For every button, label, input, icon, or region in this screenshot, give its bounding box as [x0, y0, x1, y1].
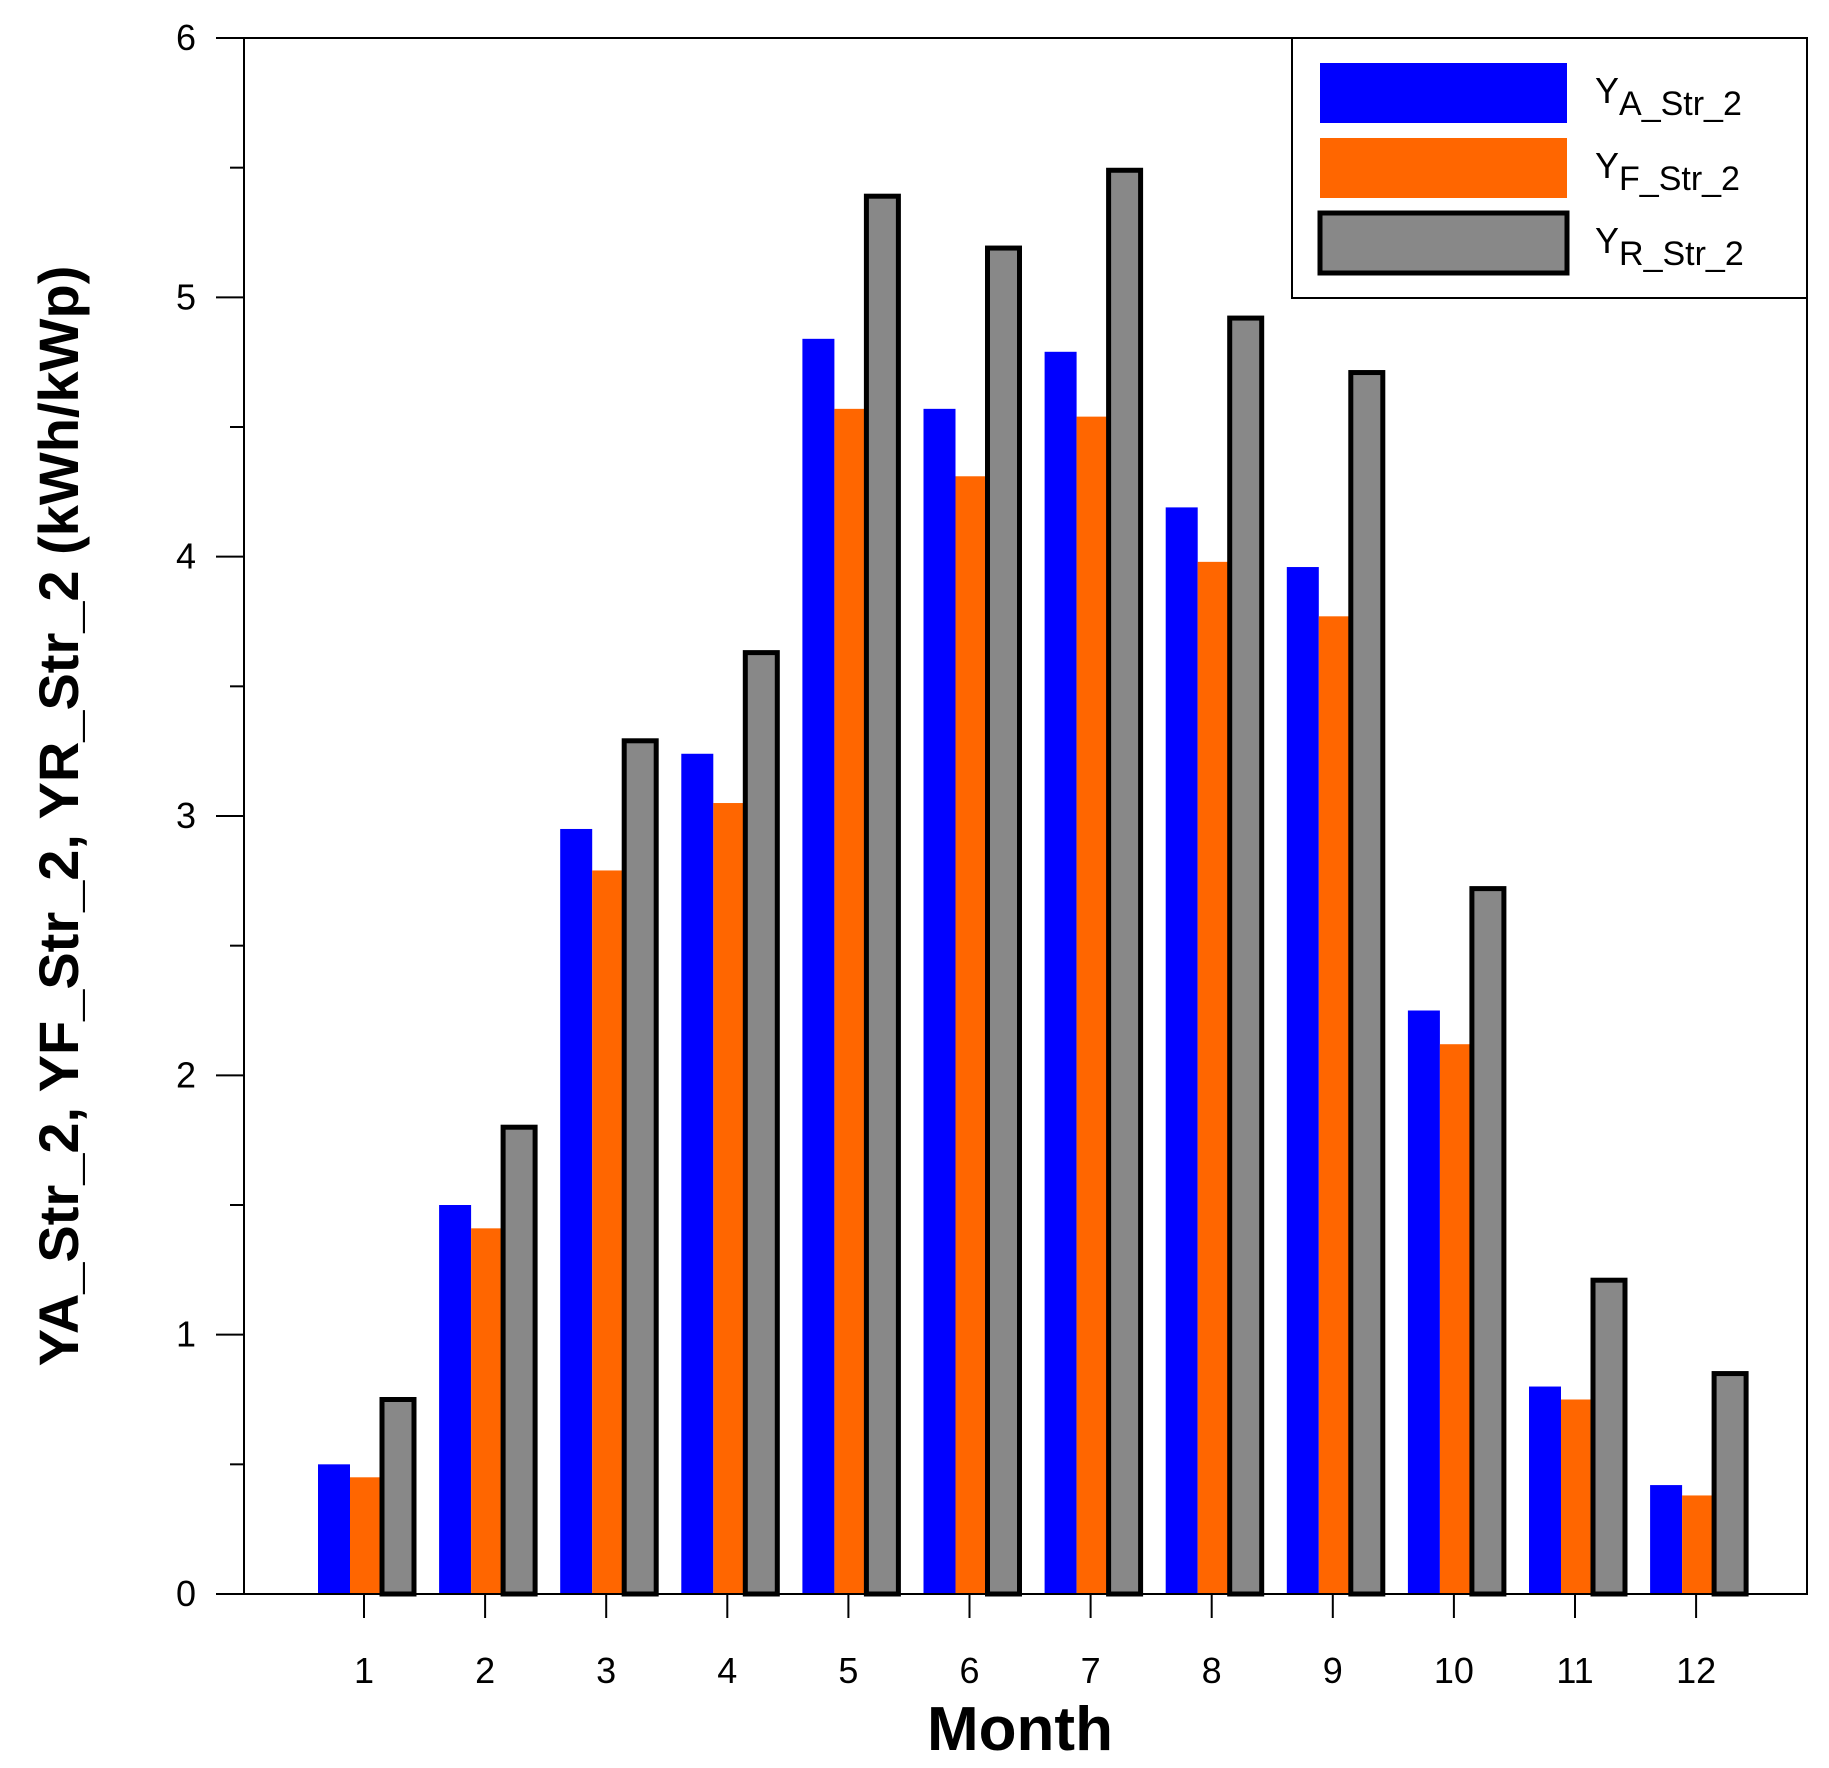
- bar-YA_Str_2-month-3: [560, 828, 593, 1594]
- bar-YA_Str_2-month-6: [923, 408, 956, 1594]
- y-axis-title: YA_Str_2, YF_Str_2, YR_Str_2 (kWh/kWp): [27, 266, 90, 1367]
- legend-label-YA_Str_2: YA_Str_2: [1595, 70, 1742, 123]
- x-tick-label: 11: [1556, 1650, 1593, 1691]
- legend-swatch-YR_Str_2: [1317, 210, 1570, 276]
- bar-YA_Str_2-month-11: [1529, 1386, 1561, 1594]
- bar-YF_Str_2-month-1: [350, 1477, 382, 1594]
- y-tick-label: 2: [176, 1054, 196, 1095]
- bar-YA_Str_2-month-8: [1165, 507, 1198, 1595]
- x-axis: 1 2 3 4 5 6 7 8 9 10 11 12: [354, 1594, 1716, 1691]
- y-tick-label: 1: [176, 1314, 196, 1355]
- bar-YF_Str_2-month-7: [1076, 416, 1109, 1594]
- y-tick-label: 4: [176, 536, 196, 577]
- y-tick-label: 3: [176, 795, 196, 836]
- bar-YA_Str_2-month-10: [1407, 1010, 1440, 1594]
- legend-label-YR_Str_2: YR_Str_2: [1595, 220, 1744, 273]
- x-tick-label: 6: [959, 1650, 979, 1691]
- y-tick-label: 5: [176, 276, 196, 317]
- bar-YF_Str_2-month-6: [955, 476, 988, 1595]
- x-tick-label: 12: [1676, 1650, 1716, 1691]
- bar-YF_Str_2-month-3: [592, 870, 625, 1594]
- bar-YR_Str_2-month-2: [500, 1124, 538, 1597]
- x-tick-label: 3: [596, 1650, 616, 1691]
- bar-YR_Str_2-month-5: [863, 193, 901, 1597]
- bar-YF_Str_2-month-8: [1197, 561, 1230, 1595]
- bar-YR_Str_2-month-6: [985, 245, 1022, 1597]
- bar-YR_Str_2-month-4: [742, 650, 780, 1597]
- x-tick-label: 8: [1202, 1650, 1222, 1691]
- legend-label-YF_Str_2: YF_Str_2: [1595, 145, 1740, 198]
- bar-YF_Str_2-month-11: [1561, 1399, 1593, 1594]
- bar-YR_Str_2-month-3: [621, 738, 659, 1597]
- legend-swatch-YA_Str_2: [1320, 63, 1567, 123]
- x-tick-label: 2: [475, 1650, 495, 1691]
- legend: YA_Str_2 YF_Str_2 YR_Str_2: [1291, 37, 1808, 299]
- x-tick-label: 5: [838, 1650, 858, 1691]
- legend-swatch-YF_Str_2: [1320, 138, 1567, 198]
- y-axis: 0 1 2 3 4 5 6: [176, 17, 244, 1614]
- bar-YA_Str_2-month-2: [439, 1205, 472, 1594]
- bar-YF_Str_2-month-9: [1318, 616, 1351, 1594]
- x-tick-label: 7: [1081, 1650, 1101, 1691]
- bar-YR_Str_2-month-8: [1227, 315, 1265, 1597]
- bars-group: [318, 167, 1749, 1597]
- bar-YR_Str_2-month-12: [1711, 1371, 1749, 1597]
- bar-YF_Str_2-month-10: [1439, 1044, 1472, 1594]
- y-tick-label: 0: [176, 1573, 196, 1614]
- bar-YR_Str_2-month-11: [1590, 1277, 1628, 1597]
- x-tick-label: 4: [717, 1650, 737, 1691]
- bar-YF_Str_2-month-12: [1682, 1495, 1715, 1594]
- bar-YR_Str_2-month-1: [379, 1397, 417, 1597]
- bar-YA_Str_2-month-7: [1044, 351, 1077, 1594]
- bar-YR_Str_2-month-10: [1469, 886, 1507, 1597]
- bar-YF_Str_2-month-2: [471, 1228, 504, 1594]
- bar-YA_Str_2-month-9: [1286, 567, 1319, 1594]
- x-tick-label: 9: [1323, 1650, 1343, 1691]
- bar-YA_Str_2-month-1: [318, 1464, 350, 1594]
- y-tick-label: 6: [176, 17, 196, 58]
- bar-YF_Str_2-month-5: [834, 408, 867, 1594]
- bar-YR_Str_2-month-7: [1106, 167, 1144, 1597]
- bar-YA_Str_2-month-4: [681, 753, 714, 1594]
- x-tick-label: 10: [1434, 1650, 1474, 1691]
- x-tick-label: 1: [354, 1650, 374, 1691]
- bar-YR_Str_2-month-9: [1348, 370, 1386, 1597]
- bar-YA_Str_2-month-12: [1650, 1485, 1683, 1594]
- x-axis-title: Month: [927, 1695, 1113, 1764]
- bar-YF_Str_2-month-4: [713, 803, 746, 1594]
- bar-YA_Str_2-month-5: [802, 338, 835, 1594]
